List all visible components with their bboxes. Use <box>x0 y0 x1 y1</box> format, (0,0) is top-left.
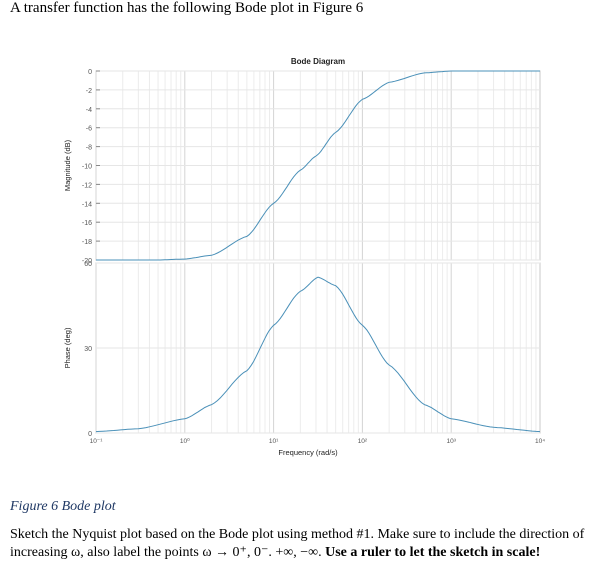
magnitude-tick-label: -12 <box>82 182 92 189</box>
magnitude-tick-label: -16 <box>82 220 92 227</box>
x-tick-label: 10³ <box>446 438 456 445</box>
phase-tick-label: 60 <box>84 261 92 268</box>
x-tick-label: 10⁻¹ <box>90 438 104 445</box>
magnitude-tick-label: 0 <box>88 69 92 76</box>
phase-tick-label: 0 <box>88 431 92 438</box>
instruction-line-2: increasing ω, also label the points ω → … <box>10 544 600 562</box>
question-heading: A transfer function has the following Bo… <box>10 0 364 16</box>
phase-axis-label: Phase (deg) <box>63 327 72 368</box>
instruction-paragraph: Sketch the Nyquist plot based on the Bod… <box>10 526 600 562</box>
x-tick-label: 10² <box>358 438 368 445</box>
bode-figure: 0 -2 -4 -6 -8 -10 -12 -14 -16 -18 -20 60 30 0 10⁻¹ 10⁰ 1… <box>0 40 607 480</box>
x-tick-label: 10¹ <box>269 438 279 445</box>
x-tick-label: 10⁴ <box>535 438 545 445</box>
magnitude-tick-label: -20 <box>82 258 92 265</box>
instruction-line-1: Sketch the Nyquist plot based on the Bod… <box>10 527 585 542</box>
frequency-axis-label: Frequency (rad/s) <box>278 448 338 457</box>
magnitude-curve <box>96 70 540 261</box>
phase-curve <box>95 276 541 433</box>
magnitude-tick-label: -4 <box>86 107 92 114</box>
magnitude-tick-label: -18 <box>82 239 92 246</box>
x-tick-label: 10⁰ <box>180 437 190 445</box>
magnitude-tick-label: -6 <box>86 126 92 133</box>
magnitude-tick-label: -10 <box>82 164 92 171</box>
magnitude-tick-label: -8 <box>86 145 92 152</box>
phase-tick-label: 30 <box>84 346 92 353</box>
figure-caption: Figure 6 Bode plot <box>10 499 116 514</box>
magnitude-tick-label: -14 <box>82 201 92 208</box>
instruction-line-2-text: increasing ω, also label the points ω → … <box>10 545 322 560</box>
magnitude-axis-label: Magnitude (dB) <box>63 139 72 191</box>
chart-title: Bode Diagram <box>291 57 345 66</box>
instruction-bold-text: Use a ruler to let the sketch in scale! <box>325 545 541 560</box>
magnitude-tick-label: -2 <box>86 88 92 95</box>
